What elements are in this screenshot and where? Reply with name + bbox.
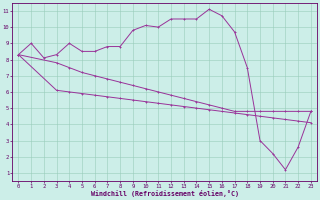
X-axis label: Windchill (Refroidissement éolien,°C): Windchill (Refroidissement éolien,°C) [91,190,239,197]
